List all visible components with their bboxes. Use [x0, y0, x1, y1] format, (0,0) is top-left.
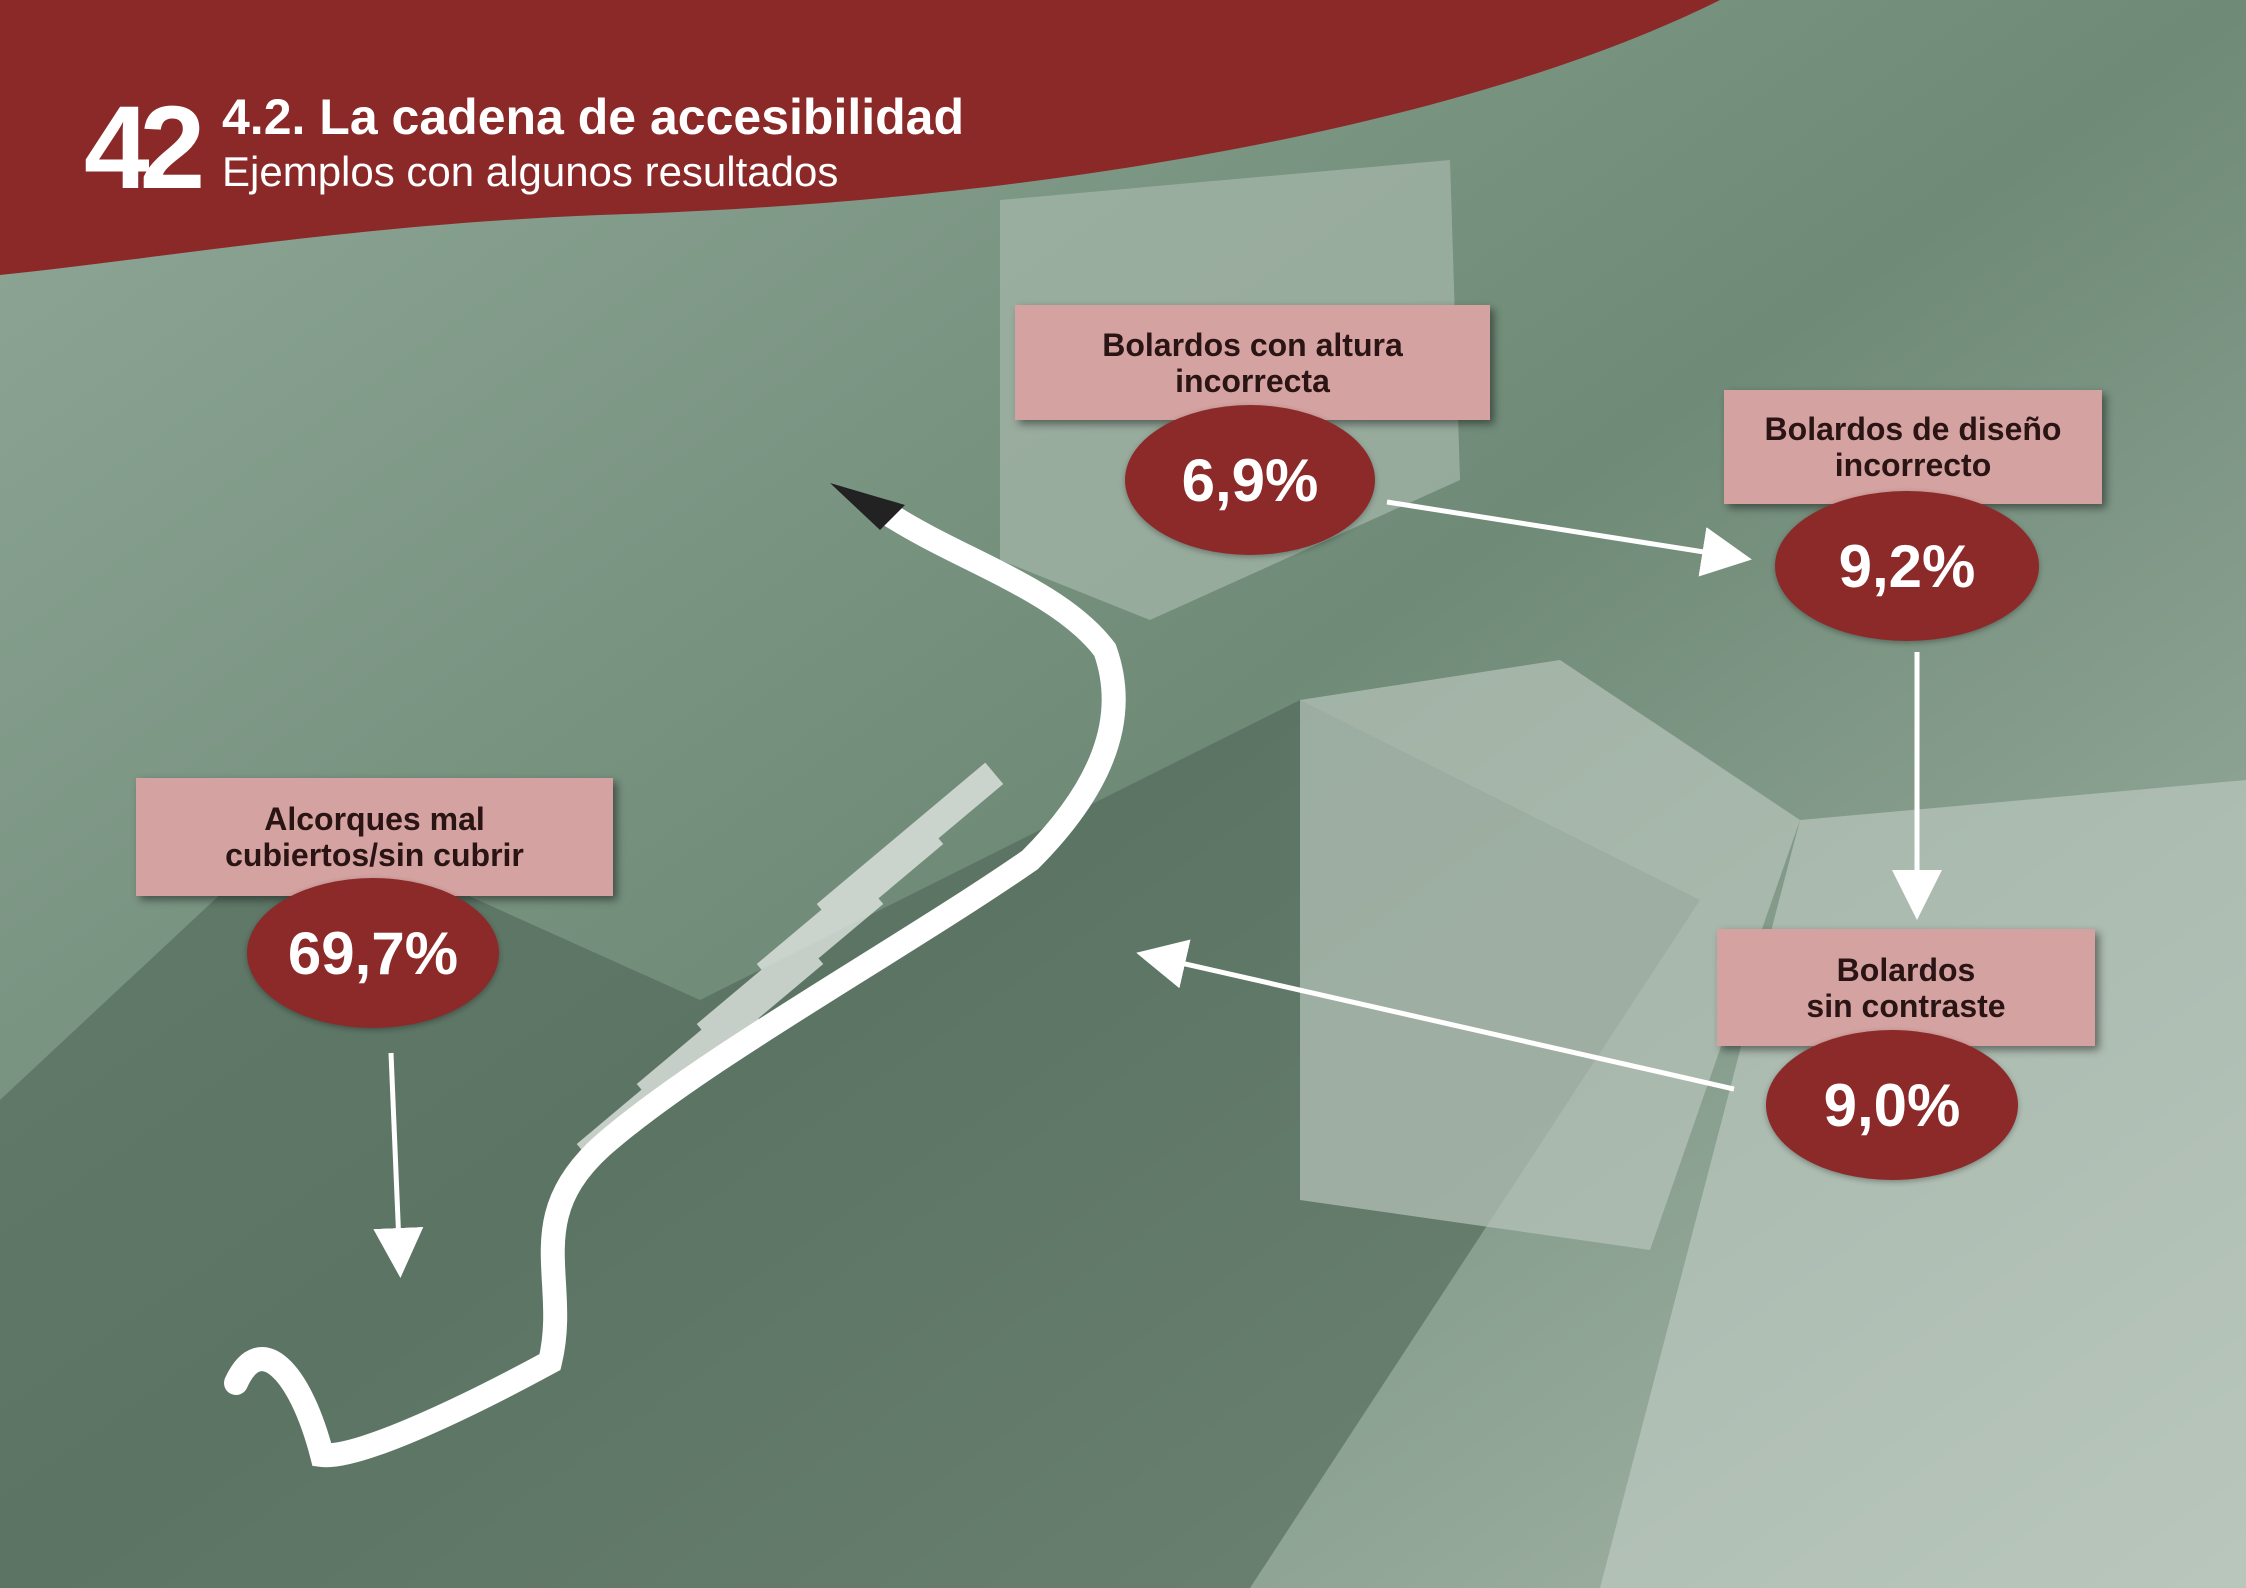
label-line: Bolardos de diseño [1765, 411, 2062, 447]
callout-value: 69,7% [247, 878, 499, 1028]
label-line: incorrecta [1175, 363, 1330, 399]
label-line: Alcorques mal [264, 801, 485, 837]
callout-value: 9,0% [1766, 1030, 2018, 1180]
label-line: sin contraste [1806, 988, 2005, 1024]
label-line: Bolardos [1837, 952, 1976, 988]
subtitle: Ejemplos con algunos resultados [222, 148, 838, 196]
label-line: cubiertos/sin cubrir [225, 837, 524, 873]
page: 42 4.2. La cadena de accesibilidad Ejemp… [0, 0, 2246, 1588]
callout-value: 9,2% [1775, 491, 2039, 641]
page-number: 42 [84, 80, 195, 216]
callout-value: 6,9% [1125, 405, 1375, 555]
title: 4.2. La cadena de accesibilidad [222, 88, 964, 146]
label-line: Bolardos con altura [1102, 327, 1403, 363]
label-line: incorrecto [1835, 447, 1991, 483]
